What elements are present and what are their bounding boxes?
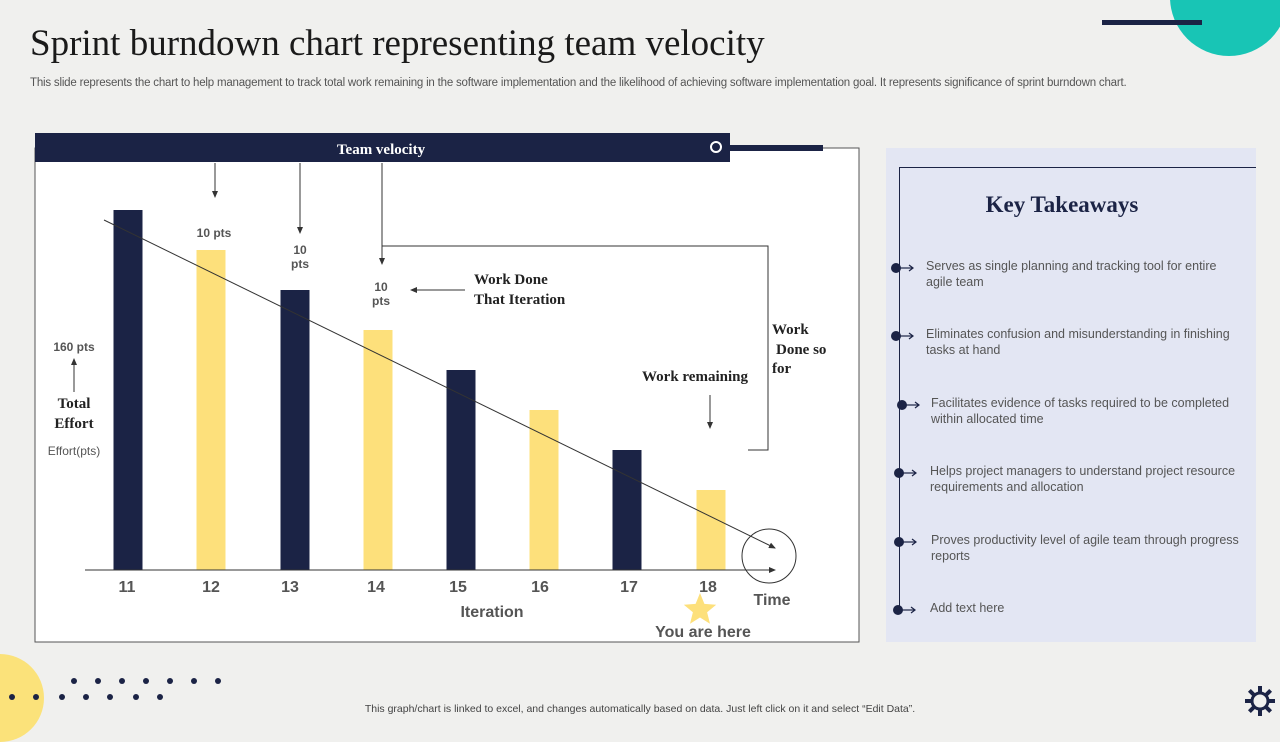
- work-so-far-label-2: Done so: [776, 342, 826, 358]
- bullet-arrow-icon: [893, 605, 916, 615]
- decoration-dot: [119, 678, 125, 684]
- takeaway-item: Facilitates evidence of tasks required t…: [886, 395, 1256, 435]
- bullet-arrow-icon: [897, 400, 920, 410]
- decoration-dot: [9, 694, 15, 700]
- page-title: Sprint burndown chart representing team …: [30, 23, 765, 64]
- decoration-dot: [133, 694, 139, 700]
- x-tick-label: 18: [699, 579, 717, 596]
- y-axis-label: Effort(pts): [48, 444, 100, 458]
- work-so-far-label-1: Work: [772, 322, 809, 338]
- takeaway-item: Proves productivity level of agile team …: [886, 532, 1256, 572]
- work-so-far-label-3: for: [772, 361, 791, 377]
- takeaway-item: Add text here: [886, 600, 1256, 640]
- time-label: Time: [753, 592, 790, 609]
- takeaway-text: Serves as single planning and tracking t…: [926, 259, 1217, 289]
- decoration-dot: [215, 678, 221, 684]
- x-tick-label: 13: [281, 579, 299, 596]
- bar-iteration-13: [280, 290, 310, 570]
- chart-header-title: Team velocity: [337, 142, 426, 158]
- takeaway-item: Helps project managers to understand pro…: [886, 463, 1256, 503]
- footer-note: This graph/chart is linked to excel, and…: [364, 703, 916, 715]
- decoration-dot: [71, 678, 77, 684]
- key-takeaways-title: Key Takeaways: [985, 192, 1139, 217]
- label-pts-b: pts: [291, 257, 309, 271]
- bar-iteration-12: [196, 250, 226, 570]
- bar-iteration-11: [113, 210, 143, 570]
- bar-iteration-15: [446, 370, 476, 570]
- x-tick-label: 11: [119, 579, 136, 596]
- decoration-dot: [167, 678, 173, 684]
- you-are-here-label: You are here: [655, 624, 751, 641]
- chart-header-tail: [730, 145, 823, 151]
- panel-left-line: [899, 167, 900, 609]
- bar-iteration-18: [696, 490, 726, 570]
- takeaway-text: Eliminates confusion and misunderstandin…: [926, 327, 1230, 357]
- x-tick-label: 17: [620, 579, 638, 596]
- panel-top-line: [899, 167, 1256, 168]
- work-done-label-1: Work Done: [474, 272, 548, 288]
- label-10-c: 10: [374, 280, 388, 294]
- burndown-chart: Team velocity 11 12 13 14 15 16 17 18 10 pts 10…: [34, 133, 860, 643]
- decoration-dot: [107, 694, 113, 700]
- bar-iteration-17: [612, 450, 642, 570]
- navy-bar-decoration: [1102, 20, 1202, 25]
- label-10-pts-a: 10 pts: [197, 226, 232, 240]
- decoration-dot: [83, 694, 89, 700]
- x-axis-label: Iteration: [460, 604, 523, 621]
- x-tick-label: 12: [202, 579, 220, 596]
- bullet-arrow-icon: [894, 537, 917, 547]
- x-tick-label: 16: [531, 579, 549, 596]
- burndown-trend-line: [103, 219, 776, 549]
- x-tick-labels: 11 12 13 14 15 16 17 18: [119, 579, 717, 596]
- bars-group: [113, 210, 726, 570]
- bar-iteration-14: [363, 330, 393, 570]
- teal-circle-decoration: [1170, 0, 1280, 56]
- header-ring-icon: [710, 141, 722, 153]
- decoration-dot: [33, 694, 39, 700]
- page-subtitle: This slide represents the chart to help …: [30, 77, 1127, 89]
- work-done-label-2: That Iteration: [474, 292, 566, 308]
- total-160-label: 160 pts: [53, 340, 95, 354]
- x-tick-label: 14: [367, 579, 385, 596]
- decoration-dot: [143, 678, 149, 684]
- chart-header-bar: [35, 133, 730, 162]
- total-effort-label-1: Total: [58, 396, 91, 412]
- takeaway-text: Proves productivity level of agile team …: [931, 533, 1239, 563]
- takeaway-text: Facilitates evidence of tasks required t…: [931, 396, 1230, 426]
- work-remaining-label: Work remaining: [642, 369, 748, 385]
- work-done-so-far-bracket: [382, 245, 769, 451]
- takeaway-item: Serves as single planning and tracking t…: [886, 258, 1256, 298]
- bullet-arrow-icon: [894, 468, 917, 478]
- gear-icon[interactable]: [1243, 684, 1277, 718]
- takeaway-text: Add text here: [930, 601, 1005, 615]
- takeaway-text: Helps project managers to understand pro…: [930, 464, 1236, 494]
- key-takeaways-panel: Key Takeaways Serves as single planning …: [886, 148, 1256, 642]
- bullet-arrow-icon: [891, 331, 914, 341]
- decoration-dot: [157, 694, 163, 700]
- takeaway-item: Eliminates confusion and misunderstandin…: [886, 326, 1256, 366]
- bar-iteration-16: [529, 410, 559, 570]
- decoration-dot: [191, 678, 197, 684]
- decoration-dot: [95, 678, 101, 684]
- decoration-dot: [59, 694, 65, 700]
- x-tick-label: 15: [449, 579, 467, 596]
- endpoint-circle: [741, 528, 797, 584]
- bullet-arrow-icon: [891, 263, 914, 273]
- label-pts-c: pts: [372, 294, 390, 308]
- label-10-b: 10: [293, 243, 307, 257]
- total-effort-label-2: Effort: [54, 416, 93, 432]
- star-icon: [683, 593, 717, 624]
